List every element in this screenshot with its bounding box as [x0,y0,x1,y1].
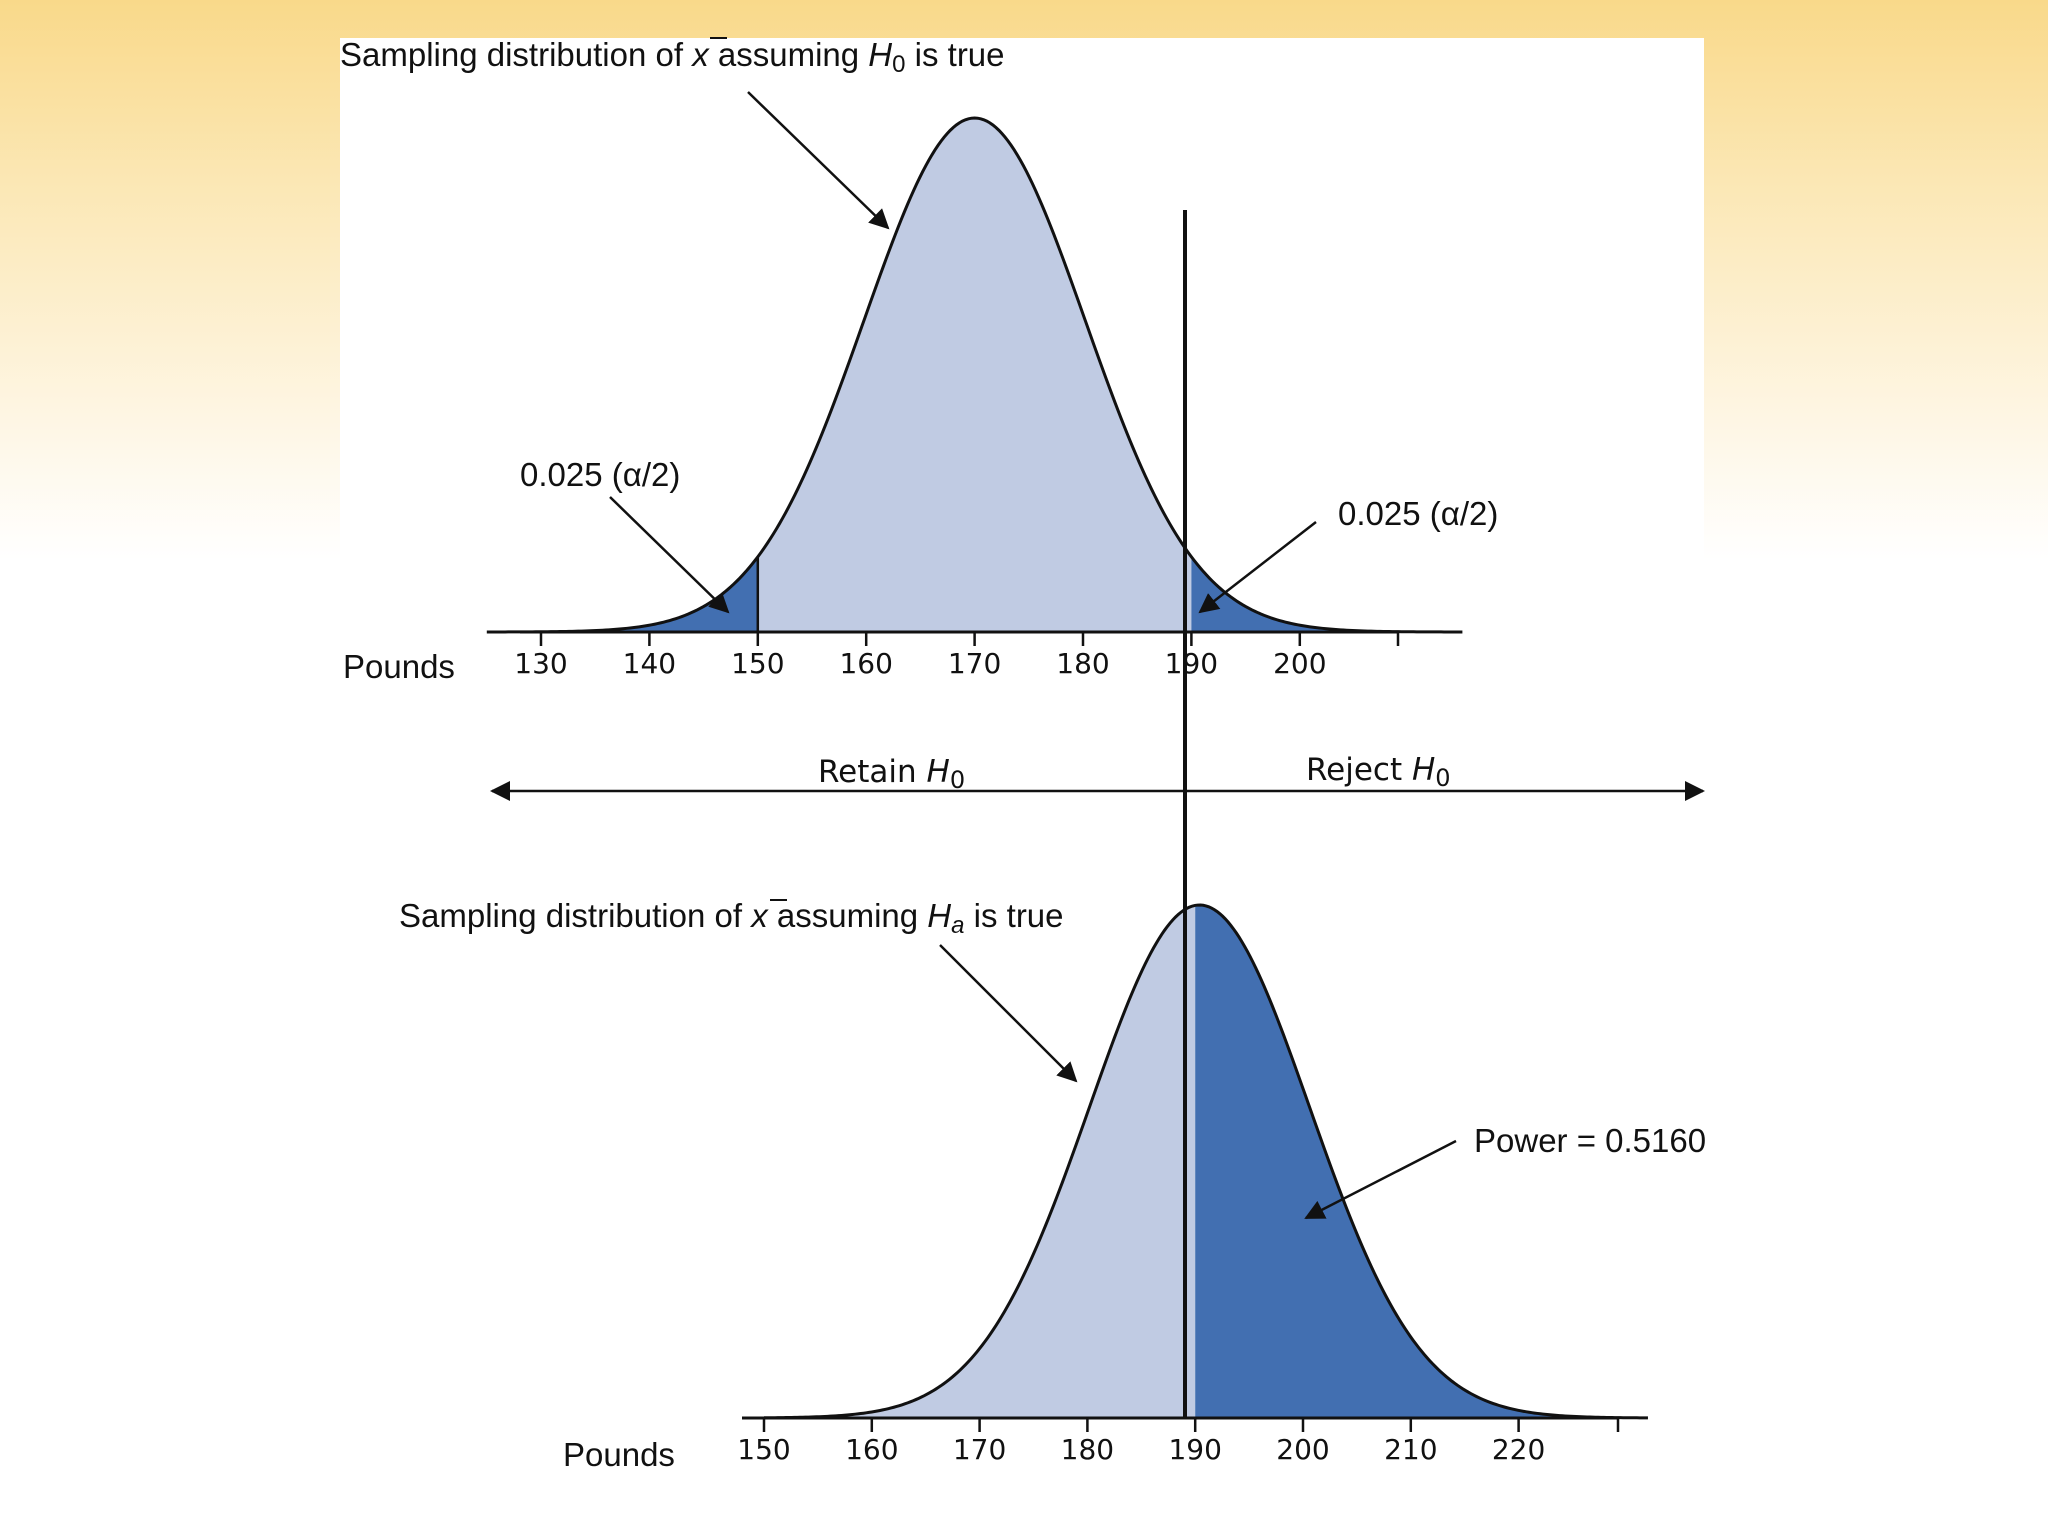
top-tick-label: 170 [948,647,1001,680]
top-retain-region [757,118,1192,632]
bottom-caption: Sampling distribution of x assuming Ha i… [399,897,1064,939]
top-distribution: 130 140 150 160 170 180 190 200 [486,116,1463,680]
bottom-tick-label: 150 [737,1433,790,1466]
bottom-axis: 150 160 170 180 190 200 210 220 [737,1416,1620,1466]
top-tick-label: 160 [839,647,892,680]
power-label: Power = 0.5160 [1474,1122,1706,1159]
top-tick-label: 200 [1273,647,1326,680]
top-axis: 130 140 150 160 170 180 190 200 [514,630,1400,680]
top-tick-label: 190 [1165,647,1218,680]
bottom-tick-label: 190 [1168,1433,1221,1466]
top-caption: Sampling distribution of x assuming H0 i… [340,36,1005,78]
bottom-power-region [1195,905,1648,1418]
bottom-tick-label: 170 [953,1433,1006,1466]
bottom-axis-label: Pounds [563,1436,675,1473]
bottom-tick-label: 220 [1492,1433,1545,1466]
top-tick-label: 130 [514,647,567,680]
power-arrow [1304,1139,1457,1220]
bottom-tick-label: 180 [1061,1433,1114,1466]
bottom-tick-label: 200 [1276,1433,1329,1466]
top-tick-label: 140 [623,647,676,680]
top-axis-label: Pounds [343,648,455,685]
bottom-tick-label: 160 [845,1433,898,1466]
bottom-distribution: 150 160 170 180 190 200 210 220 [737,903,1648,1466]
top-right-tail-arrow [1198,521,1317,614]
top-tick-label: 180 [1056,647,1109,680]
bottom-caption-arrow [939,944,1078,1083]
top-caption-arrow [747,91,890,230]
bottom-density-curve [763,903,1648,1420]
top-right-tail-label: 0.025 (α/2) [1338,495,1498,532]
top-left-tail-arrow [609,496,730,614]
retain-label: Retain H0 [818,754,965,794]
bottom-tick-label: 210 [1384,1433,1437,1466]
top-density-curve [486,116,1463,634]
top-left-tail-label: 0.025 (α/2) [520,456,680,493]
bottom-type2-region [764,905,1196,1418]
top-right-tail-region [1191,556,1463,632]
top-tick-label: 150 [731,647,784,680]
reject-label: Reject H0 [1306,752,1451,792]
top-left-tail-region [486,556,758,632]
